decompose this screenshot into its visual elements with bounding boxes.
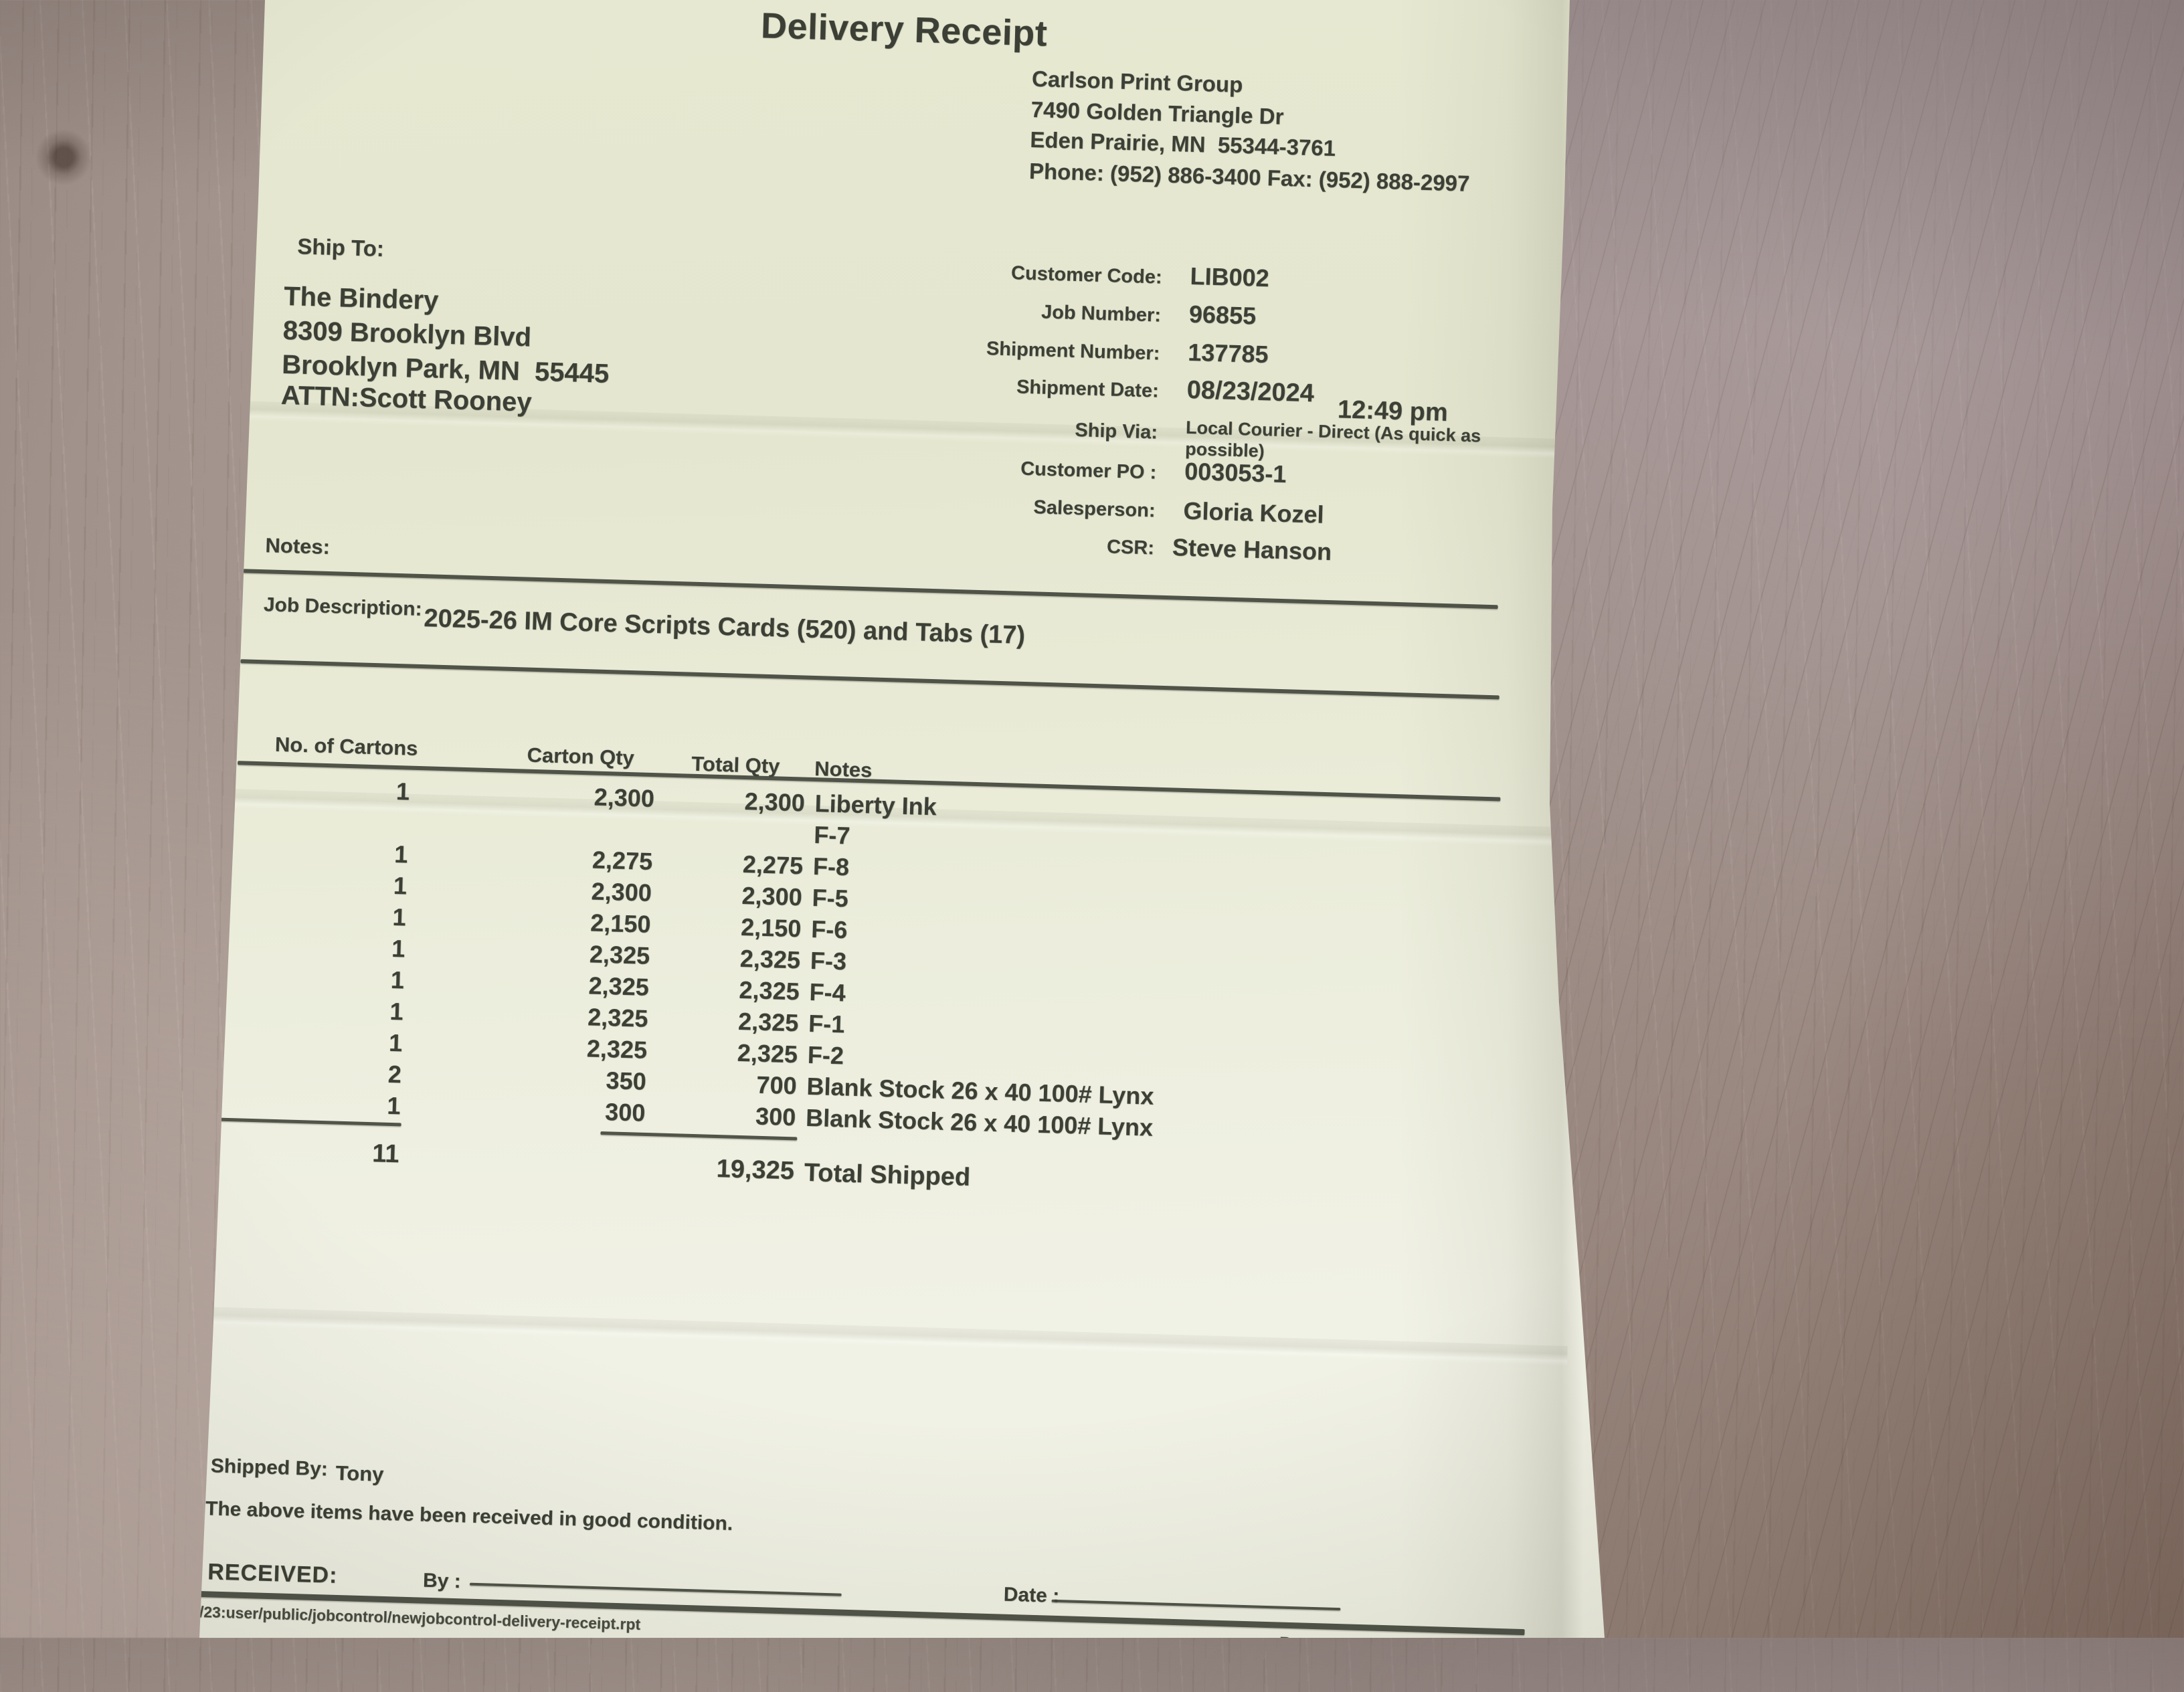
salesperson-label: Salesperson: (1033, 496, 1156, 522)
customer-code-value: LIB002 (1190, 262, 1270, 292)
cell-notes: F-6 (810, 915, 848, 944)
received-by-label: By : (422, 1569, 462, 1593)
received-by-signature-line (469, 1582, 842, 1596)
csr-label: CSR: (1106, 536, 1155, 559)
ship-to-label: Ship To: (296, 233, 385, 262)
cell-total-qty: 2,150 (740, 913, 802, 943)
cell-total-qty: 2,325 (739, 975, 800, 1006)
cell-total-qty: 2,325 (737, 1038, 798, 1068)
cell-notes: Blank Stock 26 x 40 100# Lynx (805, 1103, 1154, 1141)
cell-total-qty: 2,275 (742, 850, 804, 880)
cell-total-qty: 2,325 (739, 944, 801, 974)
cell-total-qty: 2,300 (744, 787, 806, 817)
cell-cartons: 1 (391, 934, 405, 963)
shipment-number-value: 137785 (1187, 338, 1269, 369)
customer-code-label: Customer Code: (1010, 262, 1163, 288)
condition-statement: The above items have been received in go… (205, 1497, 733, 1535)
paper-fold-crease (199, 1305, 1568, 1366)
cell-total-qty: 700 (755, 1070, 798, 1100)
company-address-line2: Eden Prairie, MN 55344-3761 (1029, 126, 1336, 161)
cell-cartons: 1 (386, 1091, 401, 1120)
cell-cartons: 1 (395, 777, 410, 806)
total-shipped-qty: 19,325 (716, 1155, 795, 1186)
customer-po-label: Customer PO : (1020, 458, 1157, 484)
page-footer-partial-text: Page S (1279, 1632, 1338, 1655)
shipment-date-label: Shipment Date: (1016, 376, 1160, 402)
cell-cartons: 2 (387, 1060, 402, 1089)
ship-to-name: The Bindery (283, 281, 439, 316)
job-number-label: Job Number: (1040, 301, 1162, 326)
cell-notes: F-2 (807, 1040, 844, 1070)
cell-notes: F-8 (812, 852, 850, 881)
cell-notes: F-1 (808, 1009, 845, 1038)
cell-cartons: 1 (391, 903, 407, 931)
cell-total-qty: 2,300 (741, 881, 803, 911)
received-date-label: Date : (1003, 1583, 1060, 1608)
shipment-date-value: 08/23/2024 (1186, 375, 1315, 408)
wood-desk-surface (1499, 0, 2184, 1638)
page-title: Delivery Receipt (760, 5, 1049, 54)
photo-of-delivery-receipt: { "title": "Delivery Receipt", "company"… (0, 0, 2184, 1638)
salesperson-value: Gloria Kozel (1183, 496, 1325, 529)
cell-total-qty: 2,325 (737, 1007, 799, 1037)
cell-notes: Liberty Ink (814, 789, 937, 821)
job-description-label: Job Description: (263, 593, 423, 621)
cell-notes-line2: F-7 (813, 821, 850, 850)
cell-total-qty: 300 (755, 1102, 796, 1131)
cell-notes: F-4 (809, 977, 846, 1007)
customer-po-value: 003053-1 (1184, 457, 1287, 488)
cell-cartons: 1 (393, 840, 408, 868)
column-header-carton-qty: Carton Qty (527, 743, 635, 770)
shipped-by-value: Tony (335, 1461, 384, 1486)
total-shipped-label: Total Shipped (804, 1158, 971, 1192)
column-header-cartons: No. of Cartons (274, 732, 418, 760)
delivery-receipt-paper: Delivery Receipt Carlson Print Group 749… (199, 0, 1605, 1638)
shipment-number-label: Shipment Number: (986, 338, 1160, 365)
job-number-value: 96855 (1188, 300, 1257, 330)
csr-value: Steve Hanson (1172, 533, 1332, 566)
cell-notes: F-3 (810, 946, 847, 975)
total-cartons-value: 11 (371, 1139, 400, 1169)
ship-to-address-line1: 8309 Brooklyn Blvd (282, 315, 532, 353)
received-label: RECEIVED: (207, 1559, 338, 1588)
company-phone-fax: Phone: (952) 886-3400 Fax: (952) 888-299… (1028, 158, 1470, 196)
total-qty-rule (600, 1131, 798, 1141)
cell-notes: F-5 (812, 883, 849, 913)
cell-cartons: 1 (389, 997, 404, 1026)
received-date-line (1051, 1599, 1341, 1611)
cell-cartons: 1 (390, 965, 405, 994)
notes-label: Notes: (265, 533, 331, 559)
divider-rule (243, 569, 1498, 609)
company-address-line1: 7490 Golden Triangle Dr (1030, 96, 1284, 129)
job-description-value: 2025-26 IM Core Scripts Cards (520) and … (423, 604, 1026, 650)
cell-cartons: 1 (388, 1028, 403, 1057)
shipped-by-label: Shipped By: (210, 1454, 329, 1481)
divider-rule (240, 659, 1499, 700)
company-name: Carlson Print Group (1031, 66, 1243, 98)
cell-cartons: 1 (393, 871, 407, 900)
